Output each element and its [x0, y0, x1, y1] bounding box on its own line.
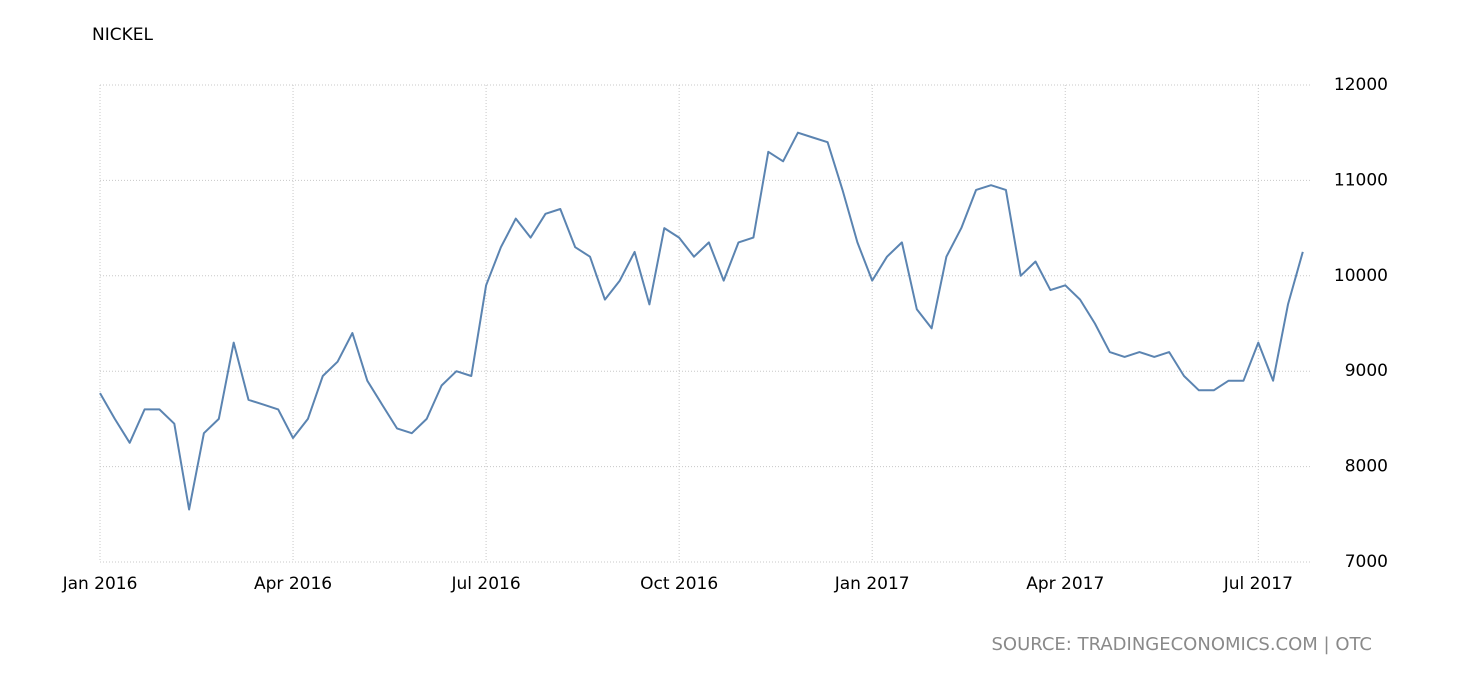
line-series — [99, 131, 1304, 511]
y-tick-label: 7000 — [1345, 552, 1388, 572]
x-tick-label: Oct 2016 — [640, 574, 718, 594]
y-tick-label: 8000 — [1345, 457, 1388, 477]
y-tick-label: 9000 — [1345, 361, 1388, 381]
source: SOURCE: TRADINGECONOMICS.COM | OTC — [991, 634, 1372, 655]
y-tick-label: 11000 — [1334, 170, 1388, 190]
x-tick-label: Jan 2016 — [62, 574, 138, 594]
x-tick-label: Jul 2017 — [1223, 574, 1293, 594]
y-tick-label: 10000 — [1334, 266, 1388, 286]
x-tick-label: Jul 2016 — [451, 574, 521, 594]
x-tick-label: Apr 2016 — [254, 574, 332, 594]
x-tick-label: Apr 2017 — [1026, 574, 1104, 594]
chart-title: NICKEL — [92, 25, 153, 45]
y-tick-label: 12000 — [1334, 75, 1388, 95]
x-tick-label: Jan 2017 — [834, 574, 910, 594]
